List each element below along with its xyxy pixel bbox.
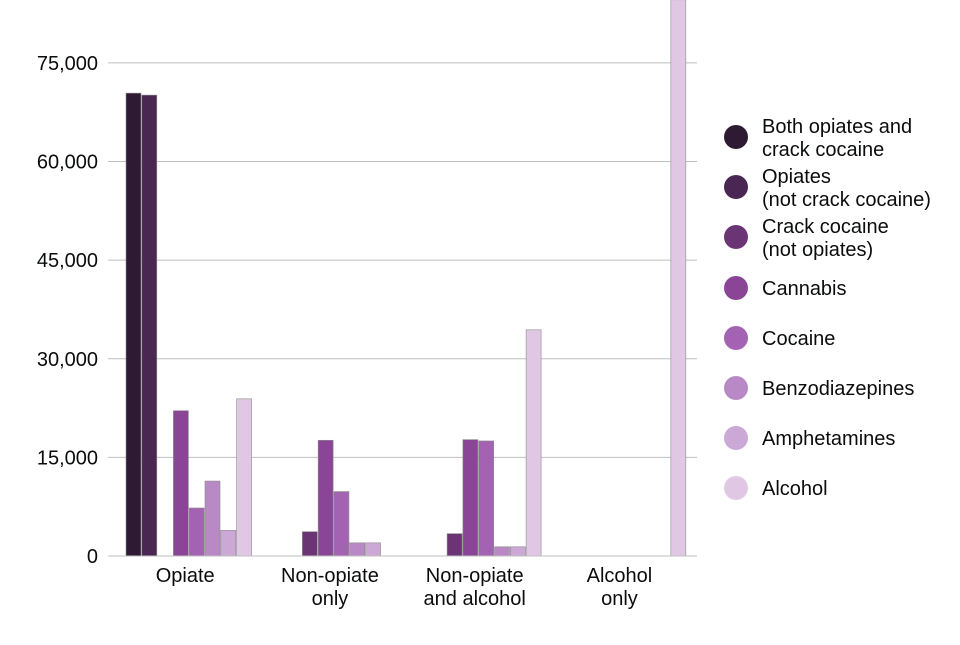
bar	[478, 440, 495, 557]
bar	[349, 542, 366, 557]
legend-label-line: Both opiates and	[762, 116, 912, 138]
x-tick-label: Opiate	[156, 565, 215, 587]
legend-swatch	[724, 326, 748, 350]
legend-label: Benzodiazepines	[762, 378, 914, 400]
bar	[509, 546, 526, 557]
x-tick-label-line: only	[312, 588, 349, 610]
legend-label-line: Alcohol	[762, 478, 828, 500]
bar	[125, 92, 142, 557]
x-tick-label-line: and alcohol	[424, 588, 526, 610]
legend-label: Both opiates and crack cocaine	[762, 116, 912, 161]
bar	[204, 480, 221, 557]
legend-swatch	[724, 376, 748, 400]
legend-label: Alcohol	[762, 478, 828, 500]
x-tick-label-line: Non-opiate	[426, 565, 524, 587]
bar	[302, 531, 318, 557]
bar	[670, 0, 687, 557]
legend-label: Cannabis	[762, 278, 847, 300]
y-tick-label: 0	[87, 546, 98, 568]
bar	[141, 94, 158, 557]
legend-swatch	[724, 125, 748, 149]
bar	[220, 530, 237, 557]
bar	[494, 546, 510, 557]
bar	[236, 398, 252, 557]
bar	[173, 410, 189, 557]
bar	[446, 533, 463, 557]
x-tick-label-line: only	[601, 588, 638, 610]
bar	[365, 542, 381, 557]
x-tick-label: Non-opiate only	[281, 565, 379, 610]
legend-swatch	[724, 175, 748, 199]
bar	[333, 491, 350, 557]
legend-swatch	[724, 476, 748, 500]
legend-label: Crack cocaine (not opiates)	[762, 216, 889, 261]
legend-label-line: Opiates	[762, 166, 831, 188]
legend-label-line: (not crack cocaine)	[762, 189, 931, 211]
bar	[317, 439, 334, 557]
legend-swatch	[724, 426, 748, 450]
x-tick-label-line: Alcohol	[587, 565, 653, 587]
axes: 0 15,000 30,000 45,000 60,000 75,000 Opiate Non…	[37, 53, 697, 610]
bar	[188, 507, 205, 557]
bar	[525, 329, 542, 557]
legend-label-line: Benzodiazepines	[762, 378, 914, 400]
y-tick-label: 45,000	[37, 250, 98, 272]
x-tick-label: Alcohol only	[587, 565, 653, 610]
legend-label-line: (not opiates)	[762, 239, 873, 261]
legend-swatch	[724, 225, 748, 249]
legend-swatch	[724, 276, 748, 300]
legend-label: Amphetamines	[762, 428, 895, 450]
legend-label: Cocaine	[762, 328, 835, 350]
legend-label: Opiates (not crack cocaine)	[762, 166, 931, 211]
x-tick-label: Non-opiate and alcohol	[424, 565, 526, 610]
y-tick-label: 75,000	[37, 53, 98, 75]
x-tick-label-line: Non-opiate	[281, 565, 379, 587]
legend-label-line: Amphetamines	[762, 428, 895, 450]
y-tick-label: 30,000	[37, 349, 98, 371]
legend-label-line: Cocaine	[762, 328, 835, 350]
legend-label-line: Cannabis	[762, 278, 847, 300]
bars	[125, 0, 687, 557]
x-tick-label-line: Opiate	[156, 565, 215, 587]
legend-label-line: Crack cocaine	[762, 216, 889, 238]
y-tick-label: 15,000	[37, 447, 98, 469]
gridlines	[108, 62, 697, 458]
y-tick-label: 60,000	[37, 152, 98, 174]
bar	[462, 439, 479, 557]
legend-label-line: crack cocaine	[762, 139, 884, 161]
